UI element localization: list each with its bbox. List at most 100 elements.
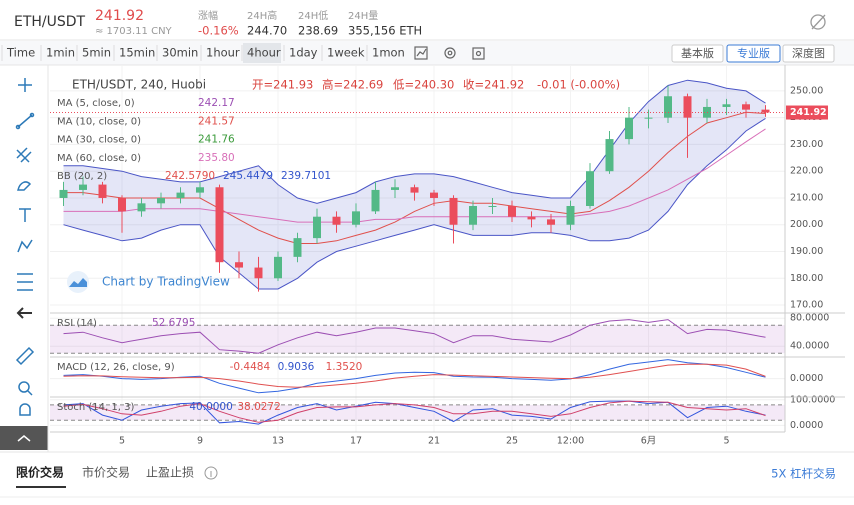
candle-body bbox=[371, 189, 380, 212]
drawing-tools[interactable] bbox=[15, 78, 35, 416]
view-button[interactable] bbox=[671, 44, 724, 63]
x-tick-label: 25 bbox=[506, 436, 518, 447]
leverage-link[interactable]: 5X 杠杆交易 bbox=[771, 467, 836, 481]
candle-body bbox=[742, 104, 750, 110]
interval[interactable]: Time bbox=[6, 46, 35, 60]
pane-value: 1.3520 bbox=[326, 361, 363, 373]
y-tick-label: 40.0000 bbox=[790, 341, 829, 352]
y-tick-label: 210.00 bbox=[790, 192, 823, 203]
stat-label: 24H量 bbox=[348, 10, 378, 22]
x-tick-label: 12:00 bbox=[557, 436, 584, 447]
candle-body bbox=[98, 184, 107, 198]
view-button[interactable] bbox=[782, 44, 835, 63]
x-tick-label: 13 bbox=[272, 436, 284, 447]
candle-body bbox=[157, 197, 165, 204]
candle-body bbox=[254, 267, 263, 279]
stat-value: -0.16% bbox=[198, 24, 239, 38]
watermark-text: Chart by TradingView bbox=[102, 275, 230, 289]
view-switch: 基本版 专业版 深度图 bbox=[671, 44, 835, 63]
watermark: Chart by TradingView bbox=[67, 271, 230, 293]
interval[interactable]: 1week bbox=[327, 46, 365, 60]
indicator-line bbox=[63, 400, 766, 425]
candle-body bbox=[137, 203, 146, 212]
stat-label: 涨幅 bbox=[198, 9, 218, 22]
view-label[interactable]: 专业版 bbox=[737, 46, 770, 60]
x-tick-label: 21 bbox=[428, 436, 440, 447]
candle-body bbox=[527, 216, 536, 220]
pane-value: -0.4484 bbox=[230, 361, 271, 373]
pane-value: 38.0272 bbox=[237, 401, 280, 413]
pane-value: 0.9036 bbox=[278, 361, 315, 373]
toolbar-icons[interactable] bbox=[414, 46, 485, 60]
x-tick-label: 6月 bbox=[641, 436, 657, 447]
stat-value: 244.70 bbox=[247, 24, 287, 38]
stats: 涨幅 -0.16% 24H高 244.70 24H低 238.69 24H量 355,156 … bbox=[198, 9, 422, 38]
interval[interactable]: 1hour bbox=[206, 46, 240, 60]
y-tick-label: 230.00 bbox=[790, 139, 823, 150]
y-tick-label: 250.00 bbox=[790, 85, 823, 96]
interval[interactable]: 4hour bbox=[247, 46, 281, 60]
interval-active bbox=[243, 43, 281, 63]
candle-body bbox=[274, 256, 282, 279]
candle-body bbox=[430, 192, 438, 198]
indicator-value: 235.80 bbox=[198, 152, 235, 164]
stat-value: 238.69 bbox=[298, 24, 338, 38]
candle-body bbox=[313, 216, 321, 239]
stat-label: 24H高 bbox=[247, 9, 277, 22]
ohlc-value: 开=241.93 bbox=[252, 78, 313, 92]
candle-body bbox=[547, 219, 555, 225]
trade-tab[interactable]: 限价交易 bbox=[16, 465, 64, 480]
indicator-line bbox=[63, 400, 766, 423]
pane-title: Stoch (14, 1, 3) bbox=[57, 402, 134, 413]
legend-title: ETH/USDT, 240, Huobi bbox=[72, 78, 206, 92]
view-label[interactable]: 基本版 bbox=[681, 46, 714, 60]
interval[interactable]: 15min bbox=[119, 46, 155, 60]
indicator-name: MA (60, close, 0) bbox=[57, 153, 141, 164]
y-tick-label: 0.0000 bbox=[790, 373, 823, 384]
intervals: Time 1min 5min 15min 30min 1hour 4hour 1day 1wee… bbox=[1, 43, 405, 63]
candle-body bbox=[508, 205, 516, 217]
view-label[interactable]: 深度图 bbox=[792, 46, 825, 60]
indicator-value: 239.7101 bbox=[281, 170, 331, 182]
stat-value: 355,156 ETH bbox=[348, 24, 422, 38]
candle-body bbox=[605, 139, 614, 172]
indicator-value: 245.4479 bbox=[223, 170, 273, 182]
indicator-name: MA (5, close, 0) bbox=[57, 98, 135, 109]
candle-body bbox=[118, 197, 126, 212]
interval[interactable]: 1day bbox=[289, 46, 318, 60]
candle-body bbox=[469, 205, 477, 225]
tools-collapse[interactable] bbox=[0, 426, 48, 450]
x-tick-label: 5 bbox=[723, 436, 729, 447]
trade-tab[interactable]: 止盈止损 bbox=[146, 466, 194, 480]
pair: ETH/USDT bbox=[14, 14, 86, 30]
theme-toggle[interactable] bbox=[810, 14, 826, 30]
candle-body bbox=[235, 262, 243, 268]
ohlc-value: 低=240.30 bbox=[393, 78, 454, 92]
y-tick-label: 190.00 bbox=[790, 246, 823, 257]
candle-body bbox=[761, 109, 770, 113]
candle-body bbox=[59, 189, 68, 198]
collapse-arrow bbox=[17, 435, 31, 442]
pane-title: RSI (14) bbox=[57, 318, 97, 329]
indicator-value: 242.5790 bbox=[165, 170, 215, 182]
indicator-value: 242.17 bbox=[198, 97, 235, 109]
pane-value: 52.6795 bbox=[152, 317, 195, 329]
indicator-name: BB (20, 2) bbox=[57, 171, 107, 182]
candle-body bbox=[410, 187, 419, 193]
candle-body bbox=[332, 216, 341, 225]
interval[interactable]: 1min bbox=[46, 46, 75, 60]
y-tick-label: 200.00 bbox=[790, 219, 823, 230]
indicator-name: MA (30, close, 0) bbox=[57, 135, 141, 146]
ohlc-value: 高=242.69 bbox=[322, 78, 383, 92]
x-tick-label: 9 bbox=[197, 436, 203, 447]
view-button[interactable] bbox=[726, 44, 781, 63]
interval[interactable]: 30min bbox=[162, 46, 198, 60]
trade-tab[interactable]: 市价交易 bbox=[82, 465, 130, 480]
info-icon[interactable] bbox=[204, 466, 218, 480]
band-fill bbox=[50, 325, 785, 354]
interval[interactable]: 1mon bbox=[372, 46, 405, 60]
interval[interactable]: 5min bbox=[82, 46, 111, 60]
indicator-line bbox=[63, 363, 766, 388]
stat-label: 24H低 bbox=[298, 9, 328, 22]
